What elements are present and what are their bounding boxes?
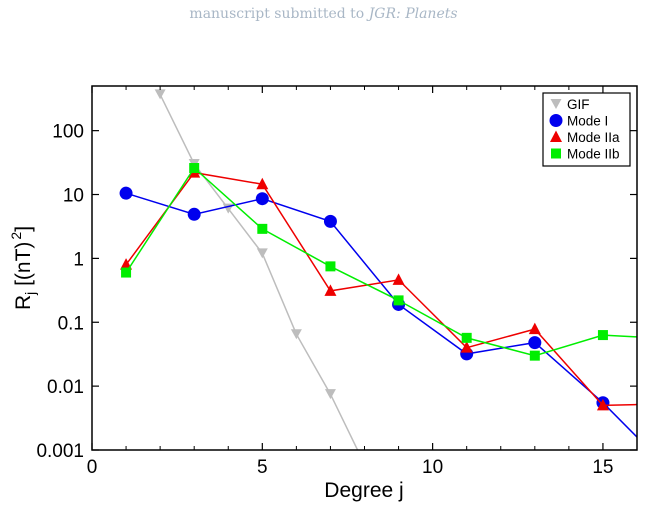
- legend-item: Mode I: [549, 114, 608, 129]
- header-prefix: manuscript submitted to: [189, 6, 365, 22]
- data-point: [187, 207, 201, 221]
- data-point: [324, 389, 336, 400]
- data-point: [641, 398, 647, 410]
- data-point: [290, 329, 302, 340]
- y-tick-label: 0.01: [47, 377, 84, 398]
- y-label-close: ]: [12, 226, 35, 232]
- data-point: [255, 192, 269, 206]
- data-point: [324, 284, 337, 296]
- data-point: [529, 350, 540, 361]
- legend-item: Mode IIb: [551, 147, 620, 162]
- data-point: [256, 248, 268, 259]
- y-label-subscript: j: [22, 292, 38, 296]
- x-tick-label: 0: [87, 457, 98, 478]
- data-point: [528, 336, 542, 350]
- series-line: [125, 192, 637, 439]
- data-point: [392, 273, 405, 285]
- header-journal: JGR: Planets: [368, 6, 458, 22]
- data-point: [461, 332, 472, 343]
- data-point: [325, 261, 336, 272]
- data-point: [393, 295, 404, 306]
- series-mode-iib: [121, 163, 647, 361]
- y-label-main: R: [12, 295, 35, 310]
- y-tick-label: 0.1: [58, 313, 84, 334]
- data-point: [596, 398, 609, 411]
- legend-item: GIF: [550, 97, 590, 112]
- data-point: [528, 322, 541, 335]
- series-line: [125, 166, 637, 357]
- y-label-rest: [(nT): [12, 242, 35, 292]
- data-point: [642, 332, 647, 342]
- y-tick-label: 1: [73, 249, 84, 270]
- legend-label: Mode I: [567, 114, 608, 129]
- manuscript-header: manuscript submitted to JGR: Planets: [0, 6, 647, 22]
- data-point: [119, 186, 133, 200]
- series-mode-iia: [120, 166, 647, 411]
- data-point: [256, 177, 269, 190]
- data-point: [597, 330, 608, 341]
- x-axis-label: Degree j: [324, 479, 403, 502]
- data-point: [359, 459, 370, 469]
- data-point: [549, 114, 563, 127]
- data-point: [323, 214, 337, 228]
- y-axis-label: Rj [(nT) 2]: [8, 226, 38, 310]
- y-tick-label: 100: [52, 122, 84, 143]
- legend-label: GIF: [567, 97, 590, 112]
- data-point: [460, 341, 473, 353]
- legend-label: Mode IIa: [567, 130, 620, 145]
- data-point: [550, 99, 562, 109]
- data-point: [121, 267, 132, 278]
- series-mode-i: [119, 186, 647, 454]
- data-point: [641, 441, 647, 454]
- y-label-superscript: 2: [8, 232, 24, 240]
- y-tick-label: 10: [63, 186, 84, 207]
- series-line: [159, 94, 359, 450]
- data-point: [550, 130, 562, 142]
- legend-label: Mode IIb: [567, 147, 620, 162]
- data-point: [551, 148, 561, 159]
- data-point: [189, 163, 200, 174]
- x-tick-label: 15: [592, 457, 613, 478]
- x-tick-label: 5: [257, 457, 268, 478]
- data-point: [154, 89, 166, 100]
- series-gif: [154, 89, 370, 469]
- x-tick-label: 10: [422, 457, 443, 478]
- legend-item: Mode IIa: [550, 130, 620, 145]
- y-tick-label: 0.001: [36, 441, 84, 462]
- data-point: [257, 223, 268, 234]
